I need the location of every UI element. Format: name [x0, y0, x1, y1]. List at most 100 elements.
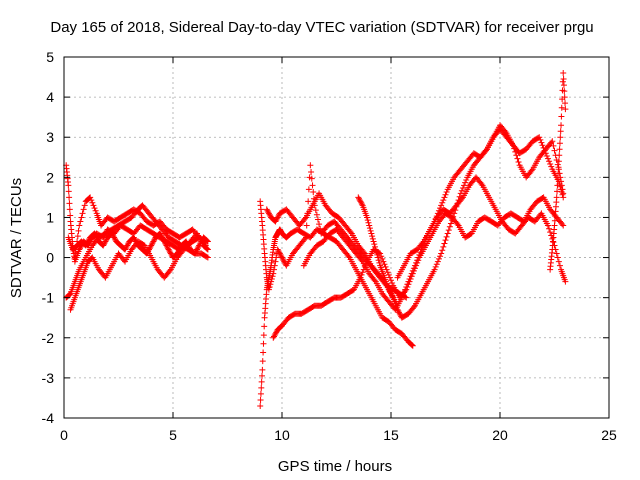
- data-point: [446, 223, 453, 230]
- data-point: [558, 189, 565, 196]
- data-point: [259, 358, 266, 365]
- y-tick-label: -2: [42, 330, 55, 346]
- data-point: [122, 245, 129, 252]
- data-point: [166, 267, 173, 274]
- data-point: [371, 241, 378, 248]
- data-point: [100, 241, 107, 248]
- data-point: [441, 194, 448, 201]
- data-point: [271, 262, 278, 269]
- data-point: [414, 257, 421, 264]
- data-point: [409, 342, 416, 349]
- data-point: [445, 227, 452, 234]
- data-point: [368, 230, 375, 237]
- data-point: [409, 342, 416, 349]
- data-point: [260, 340, 267, 347]
- data-point: [554, 188, 561, 195]
- data-point: [317, 225, 324, 232]
- series-trace-13: [547, 70, 569, 273]
- data-point: [131, 235, 138, 242]
- data-point: [459, 185, 466, 192]
- chart-title: Day 165 of 2018, Sidereal Day-to-day VTE…: [50, 19, 593, 36]
- data-point: [162, 241, 169, 248]
- data-point: [167, 249, 174, 256]
- data-point: [561, 88, 568, 95]
- x-tick-label: 15: [383, 427, 399, 443]
- series-trace-10: [300, 126, 567, 313]
- data-point: [347, 229, 354, 236]
- data-point: [149, 239, 156, 246]
- data-point: [514, 155, 521, 162]
- data-point: [356, 197, 363, 204]
- data-point: [369, 235, 376, 242]
- data-point: [443, 189, 450, 196]
- data-point: [259, 366, 266, 373]
- data-point: [281, 259, 288, 266]
- data-point: [167, 250, 174, 257]
- data-point: [313, 211, 320, 218]
- data-point: [550, 142, 557, 149]
- data-point: [358, 271, 365, 278]
- data-point: [314, 216, 321, 223]
- data-point: [482, 147, 489, 154]
- x-axis-label: GPS time / hours: [278, 458, 392, 475]
- data-point: [204, 246, 211, 253]
- data-point: [76, 222, 83, 229]
- data-point: [463, 177, 470, 184]
- data-point: [440, 243, 447, 250]
- data-point: [270, 270, 277, 277]
- data-point: [553, 250, 560, 257]
- x-tick-label: 25: [601, 427, 617, 443]
- data-point: [301, 235, 308, 242]
- x-tick-label: 20: [492, 427, 508, 443]
- data-point: [547, 160, 554, 167]
- data-point: [85, 195, 92, 202]
- data-point: [447, 220, 454, 227]
- data-point: [395, 308, 402, 315]
- data-point: [411, 262, 418, 269]
- data-point: [165, 246, 172, 253]
- data-point: [65, 188, 72, 195]
- series-trace-5: [71, 194, 209, 261]
- data-point: [395, 309, 402, 316]
- data-point: [556, 140, 563, 147]
- series-trace-9: [270, 194, 567, 341]
- data-point: [407, 273, 414, 280]
- data-point: [273, 217, 280, 224]
- data-point: [355, 194, 362, 201]
- grid-lines: [64, 57, 609, 418]
- data-point: [194, 245, 201, 252]
- data-point: [265, 210, 272, 217]
- data-point: [408, 341, 415, 348]
- y-tick-label: 0: [46, 250, 54, 266]
- data-point: [394, 306, 401, 313]
- data-point: [379, 255, 386, 262]
- data-point: [90, 202, 97, 209]
- data-point: [441, 240, 448, 247]
- data-point: [385, 271, 392, 278]
- y-tick-label: 2: [46, 169, 54, 185]
- data-point: [276, 249, 283, 256]
- data-point: [434, 258, 441, 265]
- data-point: [385, 286, 392, 293]
- data-point: [275, 247, 282, 254]
- data-point: [308, 168, 315, 175]
- data-point: [387, 289, 394, 296]
- axis-ticks: 0 5 10 15 20 25 -4 -3 -2 -1 0 1 2 3 4 5: [42, 49, 617, 443]
- data-point: [193, 246, 200, 253]
- data-point: [410, 265, 417, 272]
- data-point: [272, 330, 279, 337]
- data-point: [260, 332, 267, 339]
- data-point: [91, 230, 98, 237]
- data-point: [404, 281, 411, 288]
- data-point: [146, 245, 153, 252]
- data-point: [443, 233, 450, 240]
- data-point: [549, 138, 556, 145]
- data-point: [274, 214, 281, 221]
- data-point: [273, 215, 280, 222]
- data-point: [265, 286, 272, 293]
- data-point: [548, 163, 555, 170]
- data-point: [554, 182, 561, 189]
- data-point: [562, 106, 569, 113]
- data-point: [538, 139, 545, 146]
- data-point: [433, 261, 440, 268]
